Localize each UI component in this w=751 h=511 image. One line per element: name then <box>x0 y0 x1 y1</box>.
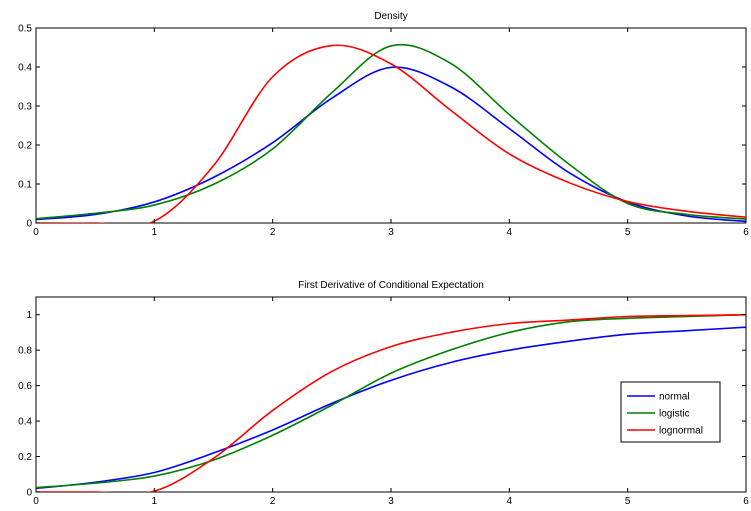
derivative-y-ticks: 0 0.2 0.4 0.6 0.8 1 <box>18 310 746 499</box>
density-plot-area <box>35 27 747 224</box>
legend: normal logistic lognormal <box>620 381 721 443</box>
density-y-tick-label: 0.4 <box>18 63 32 74</box>
derivative-x-tick-label: 6 <box>743 496 749 507</box>
derivative-x-tick-label: 2 <box>270 496 276 507</box>
density-y-tick-label: 0.3 <box>18 102 32 113</box>
density-chart-title: Density <box>374 11 407 22</box>
derivative-chart: First Derivative of Conditional Expectat… <box>18 280 749 507</box>
density-y-tick-label: 0.2 <box>18 141 32 152</box>
density-x-tick-label: 2 <box>270 227 276 238</box>
derivative-y-tick-label: 0.2 <box>18 452 32 463</box>
derivative-y-tick-label: 0.8 <box>18 346 32 357</box>
derivative-x-tick-label: 1 <box>152 496 158 507</box>
density-series-line-series-1 <box>36 43 746 220</box>
derivative-y-tick-label: 0.4 <box>18 417 32 428</box>
legend-label-normal: normal <box>659 392 690 403</box>
density-x-tick-label: 0 <box>33 227 39 238</box>
legend-label-logistic: logistic <box>659 409 690 420</box>
density-y-tick-label: 0.1 <box>18 180 32 191</box>
legend-box <box>620 381 721 443</box>
legend-label-lognormal: lognormal <box>659 426 703 437</box>
derivative-x-tick-label: 3 <box>388 496 394 507</box>
density-x-tick-label: 1 <box>152 227 158 238</box>
density-series-layer <box>36 43 746 223</box>
derivative-x-tick-label: 0 <box>33 496 39 507</box>
density-y-ticks: 0 0.1 0.2 0.3 0.4 0.5 <box>18 24 746 230</box>
derivative-y-tick-label: 0.6 <box>18 381 32 392</box>
derivative-x-tick-label: 5 <box>625 496 631 507</box>
derivative-x-ticks: 0 1 2 3 4 5 6 <box>33 297 749 507</box>
density-series-line-series-2 <box>36 44 746 223</box>
density-chart: Density 0 1 2 3 4 5 6 0 0.1 0.2 0.3 0.4 0.5 <box>18 11 749 238</box>
derivative-x-tick-label: 4 <box>507 496 513 507</box>
density-x-tick-label: 6 <box>743 227 749 238</box>
derivative-chart-title: First Derivative of Conditional Expectat… <box>298 280 484 291</box>
density-x-ticks: 0 1 2 3 4 5 6 <box>33 28 749 238</box>
derivative-y-tick-label: 1 <box>26 310 32 321</box>
derivative-series-line-logistic <box>36 313 746 489</box>
density-x-tick-label: 3 <box>388 227 394 238</box>
derivative-y-tick-label: 0 <box>26 488 32 499</box>
density-x-tick-label: 4 <box>507 227 513 238</box>
density-y-tick-label: 0.5 <box>18 24 32 35</box>
density-y-tick-label: 0 <box>26 219 32 230</box>
derivative-series-line-normal <box>36 326 746 490</box>
density-x-tick-label: 5 <box>625 227 631 238</box>
